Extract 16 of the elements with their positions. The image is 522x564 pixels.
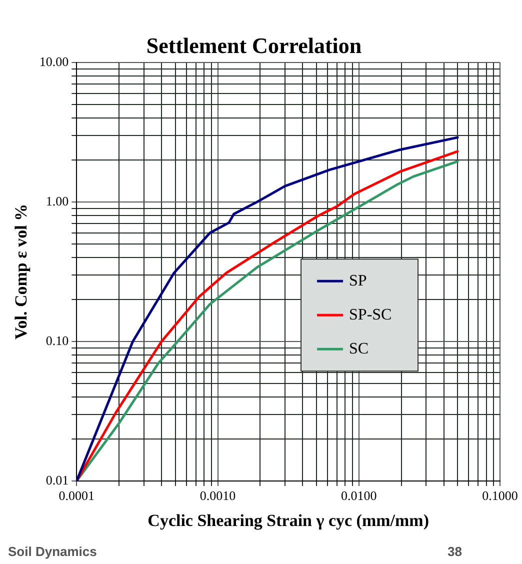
text: 38 — [448, 544, 462, 559]
text: Soil Dynamics — [8, 544, 97, 559]
legend-label: SP — [349, 272, 367, 290]
y-tick-label: 1.00 — [46, 193, 69, 208]
legend-label: SP-SC — [349, 306, 392, 324]
x-tick-label: 0.0100 — [341, 488, 377, 504]
chart-title: Settlement Correlation — [146, 32, 362, 58]
y-tick-label: 10.00 — [39, 54, 69, 69]
legend-label: SC — [349, 340, 369, 358]
x-tick-label: 0.0010 — [200, 488, 236, 504]
y-axis-title: Vol. Comp ε vol % — [12, 204, 31, 340]
x-axis-title: Cyclic Shearing Strain γ cyc (mm/mm) — [148, 511, 429, 530]
y-tick-label: 0.10 — [46, 332, 69, 348]
y-tick-label: 0.01 — [46, 472, 69, 488]
x-tick-label: 0.1000 — [482, 488, 518, 504]
x-tick-label: 0.0001 — [58, 488, 95, 504]
